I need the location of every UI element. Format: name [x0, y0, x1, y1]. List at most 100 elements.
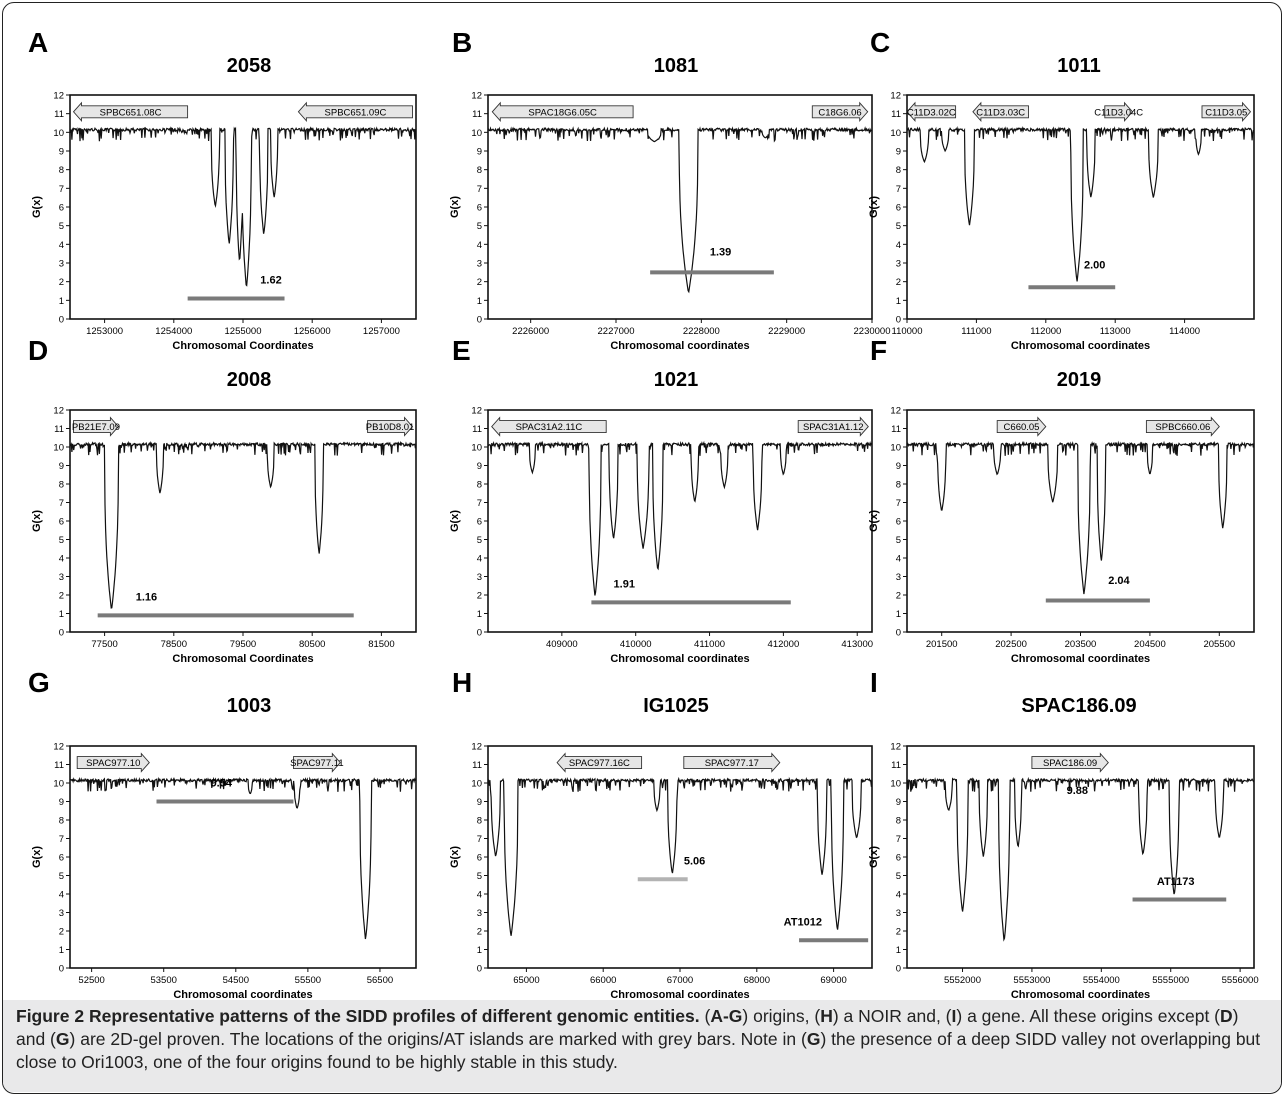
- bar-label: 1.62: [260, 275, 281, 287]
- y-tick-label: 3: [477, 259, 482, 270]
- y-tick-label: 2: [896, 591, 901, 602]
- y-tick-label: 0: [896, 628, 901, 639]
- gene-label: SPAC977.11: [290, 758, 344, 769]
- x-tick-label: 67000: [667, 975, 693, 986]
- gene-arrow: [367, 416, 414, 437]
- y-tick-label: 5: [896, 221, 901, 232]
- x-tick-label: 80500: [299, 639, 325, 650]
- bar-label: AT1173: [1157, 876, 1195, 888]
- y-tick-label: 11: [891, 760, 901, 771]
- bar-label: 1.91: [614, 579, 635, 591]
- sidd-profile-line: [69, 440, 417, 609]
- bar-label: 2.00: [1084, 260, 1105, 272]
- y-tick-label: 1: [59, 609, 64, 620]
- y-tick-label: 2: [59, 277, 64, 288]
- y-tick-label: 0: [477, 628, 482, 639]
- x-axis-label: Chromosomal coordinates: [1011, 340, 1150, 352]
- gene-arrow: [76, 752, 150, 773]
- y-tick-label: 6: [477, 517, 482, 528]
- y-tick-label: 11: [54, 760, 64, 771]
- x-tick-label: 5556000: [1222, 975, 1259, 986]
- bar-label: 9.54: [211, 778, 233, 790]
- y-tick-label: 5: [477, 871, 482, 882]
- y-tick-label: 4: [477, 554, 482, 565]
- x-axis-label: Chromosomal coordinates: [1011, 653, 1150, 665]
- bar-label: 1.39: [710, 247, 731, 259]
- y-tick-label: 11: [891, 109, 901, 120]
- y-tick-label: 8: [59, 480, 64, 491]
- caption-panel-ref: I: [951, 1006, 957, 1026]
- y-tick-label: 4: [477, 890, 482, 901]
- bar-label: 1.16: [136, 592, 157, 604]
- panel-letter: E: [452, 335, 471, 366]
- y-tick-label: 7: [477, 184, 482, 195]
- y-tick-label: 4: [896, 890, 901, 901]
- chart-title: 1003: [227, 695, 272, 717]
- y-tick-label: 8: [477, 816, 482, 827]
- caption-text: ) and (: [16, 1006, 1239, 1049]
- y-tick-label: 3: [59, 572, 64, 583]
- y-tick-label: 0: [59, 964, 64, 975]
- x-tick-label: 1254000: [155, 326, 192, 337]
- y-tick-label: 12: [53, 742, 64, 753]
- y-axis-label: G(x): [868, 846, 880, 868]
- y-tick-label: 3: [896, 259, 901, 270]
- x-axis-label: Chromosomal Coordinates: [172, 340, 313, 352]
- y-tick-label: 11: [891, 424, 901, 435]
- gene-label: SPAC31A2.11C: [516, 422, 583, 433]
- chart-title: 1021: [654, 369, 699, 391]
- y-tick-label: 12: [890, 91, 901, 102]
- y-tick-label: 4: [59, 554, 64, 565]
- gene-arrow: [556, 752, 643, 773]
- gene-label: SPBC660.06: [1155, 422, 1210, 433]
- bar-label: 2.04: [1108, 575, 1130, 587]
- chart-title: 2008: [227, 369, 272, 391]
- y-tick-label: 0: [59, 628, 64, 639]
- y-tick-label: 7: [477, 834, 482, 845]
- sidd-profile-line: [906, 125, 1254, 282]
- x-tick-label: 54500: [223, 975, 249, 986]
- x-tick-label: 78500: [161, 639, 187, 650]
- y-tick-label: 0: [477, 315, 482, 326]
- x-tick-label: 68000: [744, 975, 770, 986]
- x-axis-label: Chromosomal coordinates: [610, 989, 749, 1000]
- caption-text: ) the presence of a deep SIDD valley not…: [16, 1029, 1261, 1072]
- gene-arrow: [811, 101, 869, 122]
- x-tick-label: 1255000: [225, 326, 262, 337]
- gene-arrow: [1145, 416, 1220, 437]
- y-tick-label: 9: [59, 797, 64, 808]
- y-tick-label: 1: [896, 296, 901, 307]
- y-tick-label: 12: [471, 742, 482, 753]
- x-tick-label: 66000: [590, 975, 616, 986]
- panel-letter: A: [28, 27, 48, 58]
- y-tick-label: 11: [472, 760, 482, 771]
- x-tick-label: 114000: [1169, 326, 1200, 337]
- x-tick-label: 409000: [546, 639, 578, 650]
- x-tick-label: 205500: [1203, 639, 1235, 650]
- gene-label: C11D3.02C: [907, 107, 956, 118]
- gene-label: SPAC18G6.05C: [528, 107, 597, 118]
- chart-title: 1081: [654, 55, 699, 77]
- caption-text: ) a gene. All these origins except (: [956, 1006, 1220, 1026]
- caption-label: Figure 2: [16, 1006, 85, 1026]
- y-tick-label: 11: [54, 109, 64, 120]
- y-tick-label: 9: [896, 147, 901, 158]
- y-tick-label: 2: [896, 277, 901, 288]
- caption-text: (: [699, 1006, 711, 1026]
- x-axis-label: Chromosomal coordinates: [1011, 989, 1150, 1000]
- gene-label: C11D3.05: [1205, 107, 1247, 118]
- y-tick-label: 12: [890, 406, 901, 417]
- caption-panel-ref: H: [820, 1006, 833, 1026]
- y-tick-label: 7: [59, 834, 64, 845]
- panel-letter: F: [870, 335, 887, 366]
- y-tick-label: 3: [59, 259, 64, 270]
- x-tick-label: 410000: [620, 639, 652, 650]
- gene-label: SPBC651.08C: [100, 107, 162, 118]
- y-axis-label: G(x): [868, 196, 880, 218]
- plot-area: [487, 745, 873, 969]
- y-tick-label: 6: [477, 203, 482, 214]
- x-tick-label: 1253000: [86, 326, 123, 337]
- chart-title: 1011: [1057, 55, 1100, 77]
